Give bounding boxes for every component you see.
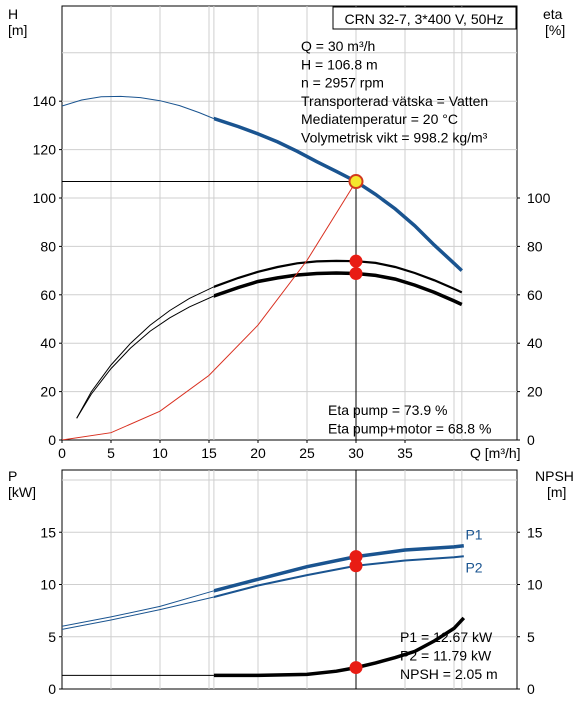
npsh-axis-label-symbol: NPSH bbox=[535, 468, 574, 484]
efficiency-info-line: Eta pump = 73.9 % bbox=[328, 402, 447, 418]
x-axis-label: Q [m³/h] bbox=[470, 445, 521, 461]
y2-tick-label: 20 bbox=[527, 384, 543, 400]
chart-title: CRN 32-7, 3*400 V, 50Hz bbox=[344, 11, 503, 27]
p-tick-label: 5 bbox=[48, 629, 56, 645]
npsh-curve bbox=[213, 616, 466, 678]
x-tick-label: 10 bbox=[152, 445, 168, 461]
y2-tick-label: 100 bbox=[527, 190, 551, 206]
y2-tick-label: 60 bbox=[527, 287, 543, 303]
y2-tick-label: 40 bbox=[527, 335, 543, 351]
power-info-line: P2 = 11.79 kW bbox=[400, 648, 492, 664]
p2-curve-outside bbox=[62, 596, 214, 630]
power-info-line: P1 = 12.67 kW bbox=[400, 629, 493, 645]
eta-pump-marker bbox=[349, 254, 363, 268]
eta-pump-motor-curve-outside bbox=[76, 295, 214, 419]
y-tick-label: 0 bbox=[48, 432, 56, 448]
p1-marker bbox=[349, 550, 363, 564]
npsh-axis-label-unit: [m] bbox=[547, 484, 566, 500]
markers-layer bbox=[348, 174, 364, 675]
y2-tick-label: 80 bbox=[527, 238, 543, 254]
p1-curve-inside bbox=[213, 544, 464, 593]
system-curve bbox=[62, 181, 357, 440]
x-tick-label: 35 bbox=[397, 445, 413, 461]
duty-info-line: Mediatemperatur = 20 °C bbox=[301, 111, 458, 127]
p-axis-label-unit: [kW] bbox=[8, 484, 36, 500]
efficiency-info-line: Eta pump+motor = 68.8 % bbox=[328, 421, 491, 437]
x-tick-label: 5 bbox=[107, 445, 115, 461]
duty-info-line: Volymetrisk vikt = 998.2 kg/m³ bbox=[301, 130, 488, 146]
y-axis-label-unit: [m] bbox=[8, 22, 27, 38]
y-tick-label: 140 bbox=[33, 93, 57, 109]
chart-title-box bbox=[332, 6, 517, 30]
x-tick-label: 25 bbox=[299, 445, 315, 461]
eta-pump-motor-curve-inside bbox=[213, 271, 463, 307]
y-tick-label: 20 bbox=[40, 384, 56, 400]
y2-axis-label-unit: [%] bbox=[545, 22, 565, 38]
duty-info-line: n = 2957 rpm bbox=[301, 75, 384, 91]
npsh-tick-label: 10 bbox=[527, 577, 543, 593]
p-axis-label-symbol: P bbox=[8, 468, 17, 484]
duty-point-marker bbox=[348, 174, 364, 190]
x-tick-label: 30 bbox=[348, 445, 364, 461]
x-tick-label: 15 bbox=[201, 445, 217, 461]
npsh-tick-label: 5 bbox=[527, 629, 535, 645]
p2-marker bbox=[349, 559, 363, 573]
y-tick-label: 40 bbox=[40, 335, 56, 351]
head-curve-inside bbox=[213, 116, 463, 272]
y-tick-label: 80 bbox=[40, 238, 56, 254]
y2-tick-label: 0 bbox=[527, 432, 535, 448]
curves-layer bbox=[62, 95, 466, 689]
y-tick-label: 120 bbox=[33, 142, 57, 158]
p-tick-label: 15 bbox=[40, 524, 56, 540]
duty-info-line: H = 106.8 m bbox=[301, 56, 378, 72]
eta-pump-curve-outside bbox=[76, 286, 214, 419]
duty-info-line: Transporterad vätska = Vatten bbox=[301, 93, 488, 109]
p-tick-label: 10 bbox=[40, 577, 56, 593]
y2-axis-label-symbol: eta bbox=[543, 6, 563, 22]
npsh-marker bbox=[349, 661, 363, 675]
duty-info-line: Q = 30 m³/h bbox=[301, 38, 375, 54]
y-tick-label: 60 bbox=[40, 287, 56, 303]
x-tick-label: 0 bbox=[58, 445, 66, 461]
p-tick-label: 0 bbox=[48, 681, 56, 697]
npsh-tick-label: 15 bbox=[527, 524, 543, 540]
y-axis-label-symbol: H bbox=[8, 6, 18, 22]
upper-plot-frame bbox=[61, 5, 518, 441]
power-info-line: NPSH = 2.05 m bbox=[400, 666, 498, 682]
y-tick-label: 100 bbox=[33, 190, 57, 206]
eta-pump-curve-inside bbox=[213, 259, 463, 294]
x-tick-label: 20 bbox=[250, 445, 266, 461]
eta-pump-motor-marker bbox=[349, 267, 363, 281]
p1-series-label: P1 bbox=[465, 527, 482, 543]
p2-series-label: P2 bbox=[465, 559, 482, 575]
head-curve-outside bbox=[62, 95, 214, 120]
npsh-tick-label: 0 bbox=[527, 681, 535, 697]
p1-curve-outside bbox=[62, 590, 214, 627]
lower-plot-frame bbox=[61, 469, 518, 690]
p2-curve-inside bbox=[213, 555, 464, 599]
